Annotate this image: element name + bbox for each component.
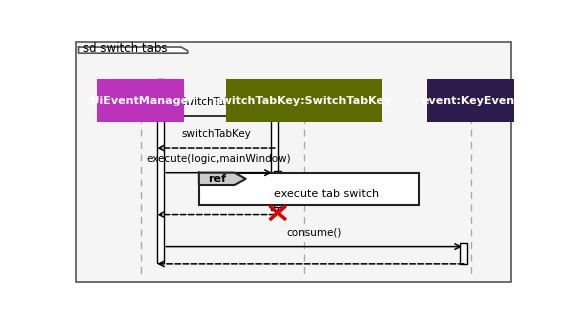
Text: :UiEventManager: :UiEventManager bbox=[87, 96, 195, 106]
Text: switchTabKey:SwitchTabKey: switchTabKey:SwitchTabKey bbox=[216, 96, 392, 106]
Polygon shape bbox=[79, 47, 187, 53]
Text: execute tab switch: execute tab switch bbox=[274, 188, 380, 199]
Text: ref: ref bbox=[208, 174, 226, 184]
Text: switchTabKey:SwitchTabKey: switchTabKey:SwitchTabKey bbox=[216, 96, 392, 106]
Text: execute(logic,mainWindow): execute(logic,mainWindow) bbox=[147, 154, 292, 164]
Bar bbox=[225, 79, 382, 122]
Text: consume(): consume() bbox=[286, 228, 342, 238]
Bar bbox=[427, 79, 514, 122]
Bar bbox=[225, 79, 382, 122]
Bar bbox=[427, 79, 514, 122]
Text: switchTabKey: switchTabKey bbox=[181, 129, 251, 140]
Text: SwitchTabKey(): SwitchTabKey() bbox=[179, 97, 258, 108]
Text: sd switch tabs: sd switch tabs bbox=[83, 42, 167, 55]
Bar bbox=[98, 79, 185, 122]
Bar bbox=[460, 243, 467, 264]
Text: :UiEventManager: :UiEventManager bbox=[87, 96, 195, 106]
Bar bbox=[274, 172, 281, 207]
Polygon shape bbox=[199, 173, 246, 185]
Text: event:KeyEvent: event:KeyEvent bbox=[421, 96, 520, 106]
Bar bbox=[98, 79, 185, 122]
Bar bbox=[156, 79, 164, 263]
Bar bbox=[271, 116, 278, 210]
Text: event:KeyEvent: event:KeyEvent bbox=[421, 96, 520, 106]
Bar bbox=[199, 173, 420, 205]
